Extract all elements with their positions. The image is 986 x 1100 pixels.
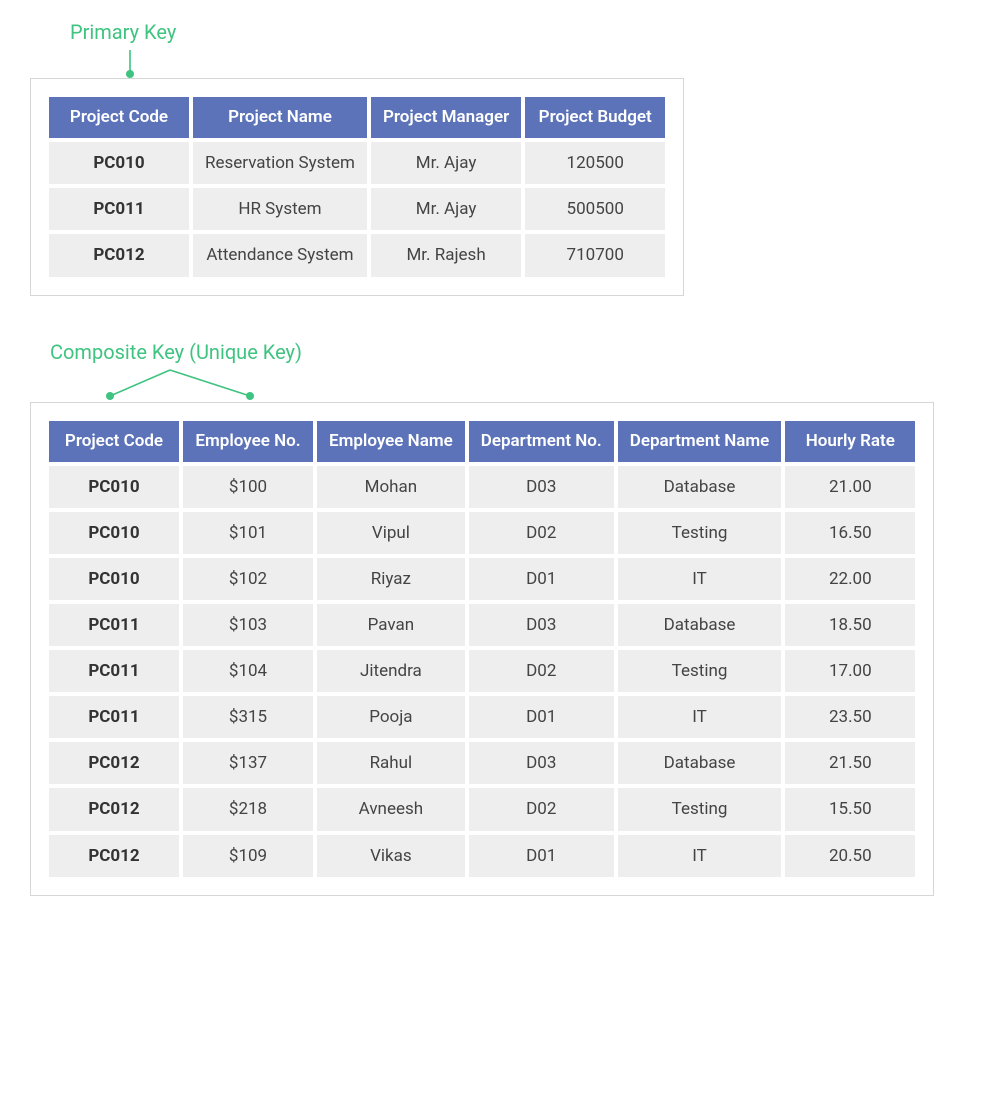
cell: PC012 — [49, 788, 179, 830]
cell: Avneesh — [317, 788, 465, 830]
primary-key-pointer — [30, 50, 956, 78]
table-row: PC011 $315 Pooja D01 IT 23.50 — [49, 696, 915, 738]
cell: $103 — [183, 604, 313, 646]
col-project-budget: Project Budget — [525, 97, 665, 138]
cell: D03 — [469, 604, 614, 646]
primary-key-section: Primary Key Project Code Project Name Pr… — [30, 20, 956, 300]
cell: 21.00 — [785, 466, 915, 508]
col-project-code: Project Code — [49, 97, 189, 138]
col-department-no: Department No. — [469, 421, 614, 462]
cell: D01 — [469, 835, 614, 877]
cell: IT — [618, 696, 782, 738]
cell: $315 — [183, 696, 313, 738]
cell: PC011 — [49, 188, 189, 230]
cell: Riyaz — [317, 558, 465, 600]
cell: D03 — [469, 742, 614, 784]
cell: D02 — [469, 650, 614, 692]
cell: $104 — [183, 650, 313, 692]
cell: Mr. Rajesh — [371, 234, 521, 276]
cell: Testing — [618, 512, 782, 554]
cell: 21.50 — [785, 742, 915, 784]
projects-table: Project Code Project Name Project Manage… — [45, 93, 669, 281]
col-project-code: Project Code — [49, 421, 179, 462]
cell: 15.50 — [785, 788, 915, 830]
cell: Testing — [618, 788, 782, 830]
table-row: PC012 Attendance System Mr. Rajesh 71070… — [49, 234, 665, 276]
col-department-name: Department Name — [618, 421, 782, 462]
cell: 20.50 — [785, 835, 915, 877]
cell: 17.00 — [785, 650, 915, 692]
cell: Mohan — [317, 466, 465, 508]
composite-key-label: Composite Key (Unique Key) — [50, 340, 956, 364]
table-row: PC010 $101 Vipul D02 Testing 16.50 — [49, 512, 915, 554]
cell: $102 — [183, 558, 313, 600]
cell: Database — [618, 742, 782, 784]
projects-table-frame: Project Code Project Name Project Manage… — [30, 78, 684, 296]
cell: PC011 — [49, 604, 179, 646]
cell: 500500 — [525, 188, 665, 230]
col-employee-no: Employee No. — [183, 421, 313, 462]
cell: D01 — [469, 558, 614, 600]
col-employee-name: Employee Name — [317, 421, 465, 462]
primary-key-label: Primary Key — [70, 20, 956, 44]
cell: D03 — [469, 466, 614, 508]
table-row: PC010 Reservation System Mr. Ajay 120500 — [49, 142, 665, 184]
cell: PC012 — [49, 835, 179, 877]
cell: 120500 — [525, 142, 665, 184]
table-row: PC011 $103 Pavan D03 Database 18.50 — [49, 604, 915, 646]
cell: PC012 — [49, 742, 179, 784]
employees-table: Project Code Employee No. Employee Name … — [45, 417, 919, 881]
cell: PC011 — [49, 696, 179, 738]
table-row: PC012 $218 Avneesh D02 Testing 15.50 — [49, 788, 915, 830]
cell: Attendance System — [193, 234, 367, 276]
cell: PC010 — [49, 466, 179, 508]
table-row: PC012 $109 Vikas D01 IT 20.50 — [49, 835, 915, 877]
cell: $100 — [183, 466, 313, 508]
col-project-name: Project Name — [193, 97, 367, 138]
cell: 16.50 — [785, 512, 915, 554]
cell: PC010 — [49, 142, 189, 184]
cell: 710700 — [525, 234, 665, 276]
cell: D02 — [469, 788, 614, 830]
table-row: PC011 HR System Mr. Ajay 500500 — [49, 188, 665, 230]
col-project-manager: Project Manager — [371, 97, 521, 138]
cell: PC011 — [49, 650, 179, 692]
cell: IT — [618, 835, 782, 877]
cell: Database — [618, 604, 782, 646]
cell: Rahul — [317, 742, 465, 784]
composite-key-pointer — [30, 370, 956, 402]
cell: Pooja — [317, 696, 465, 738]
col-hourly-rate: Hourly Rate — [785, 421, 915, 462]
cell: $137 — [183, 742, 313, 784]
table-row: PC010 $100 Mohan D03 Database 21.00 — [49, 466, 915, 508]
cell: Vikas — [317, 835, 465, 877]
cell: 23.50 — [785, 696, 915, 738]
table-row: PC010 $102 Riyaz D01 IT 22.00 — [49, 558, 915, 600]
cell: Jitendra — [317, 650, 465, 692]
cell: 18.50 — [785, 604, 915, 646]
table-row: PC011 $104 Jitendra D02 Testing 17.00 — [49, 650, 915, 692]
cell: $109 — [183, 835, 313, 877]
cell: Pavan — [317, 604, 465, 646]
cell: $101 — [183, 512, 313, 554]
cell: IT — [618, 558, 782, 600]
cell: $218 — [183, 788, 313, 830]
table-row: PC012 $137 Rahul D03 Database 21.50 — [49, 742, 915, 784]
cell: Mr. Ajay — [371, 188, 521, 230]
employees-table-frame: Project Code Employee No. Employee Name … — [30, 402, 934, 896]
cell: PC012 — [49, 234, 189, 276]
cell: Mr. Ajay — [371, 142, 521, 184]
cell: Database — [618, 466, 782, 508]
cell: 22.00 — [785, 558, 915, 600]
cell: HR System — [193, 188, 367, 230]
cell: PC010 — [49, 558, 179, 600]
cell: PC010 — [49, 512, 179, 554]
cell: Reservation System — [193, 142, 367, 184]
composite-key-section: Composite Key (Unique Key) Project Code … — [30, 340, 956, 900]
cell: Testing — [618, 650, 782, 692]
cell: D01 — [469, 696, 614, 738]
cell: Vipul — [317, 512, 465, 554]
cell: D02 — [469, 512, 614, 554]
